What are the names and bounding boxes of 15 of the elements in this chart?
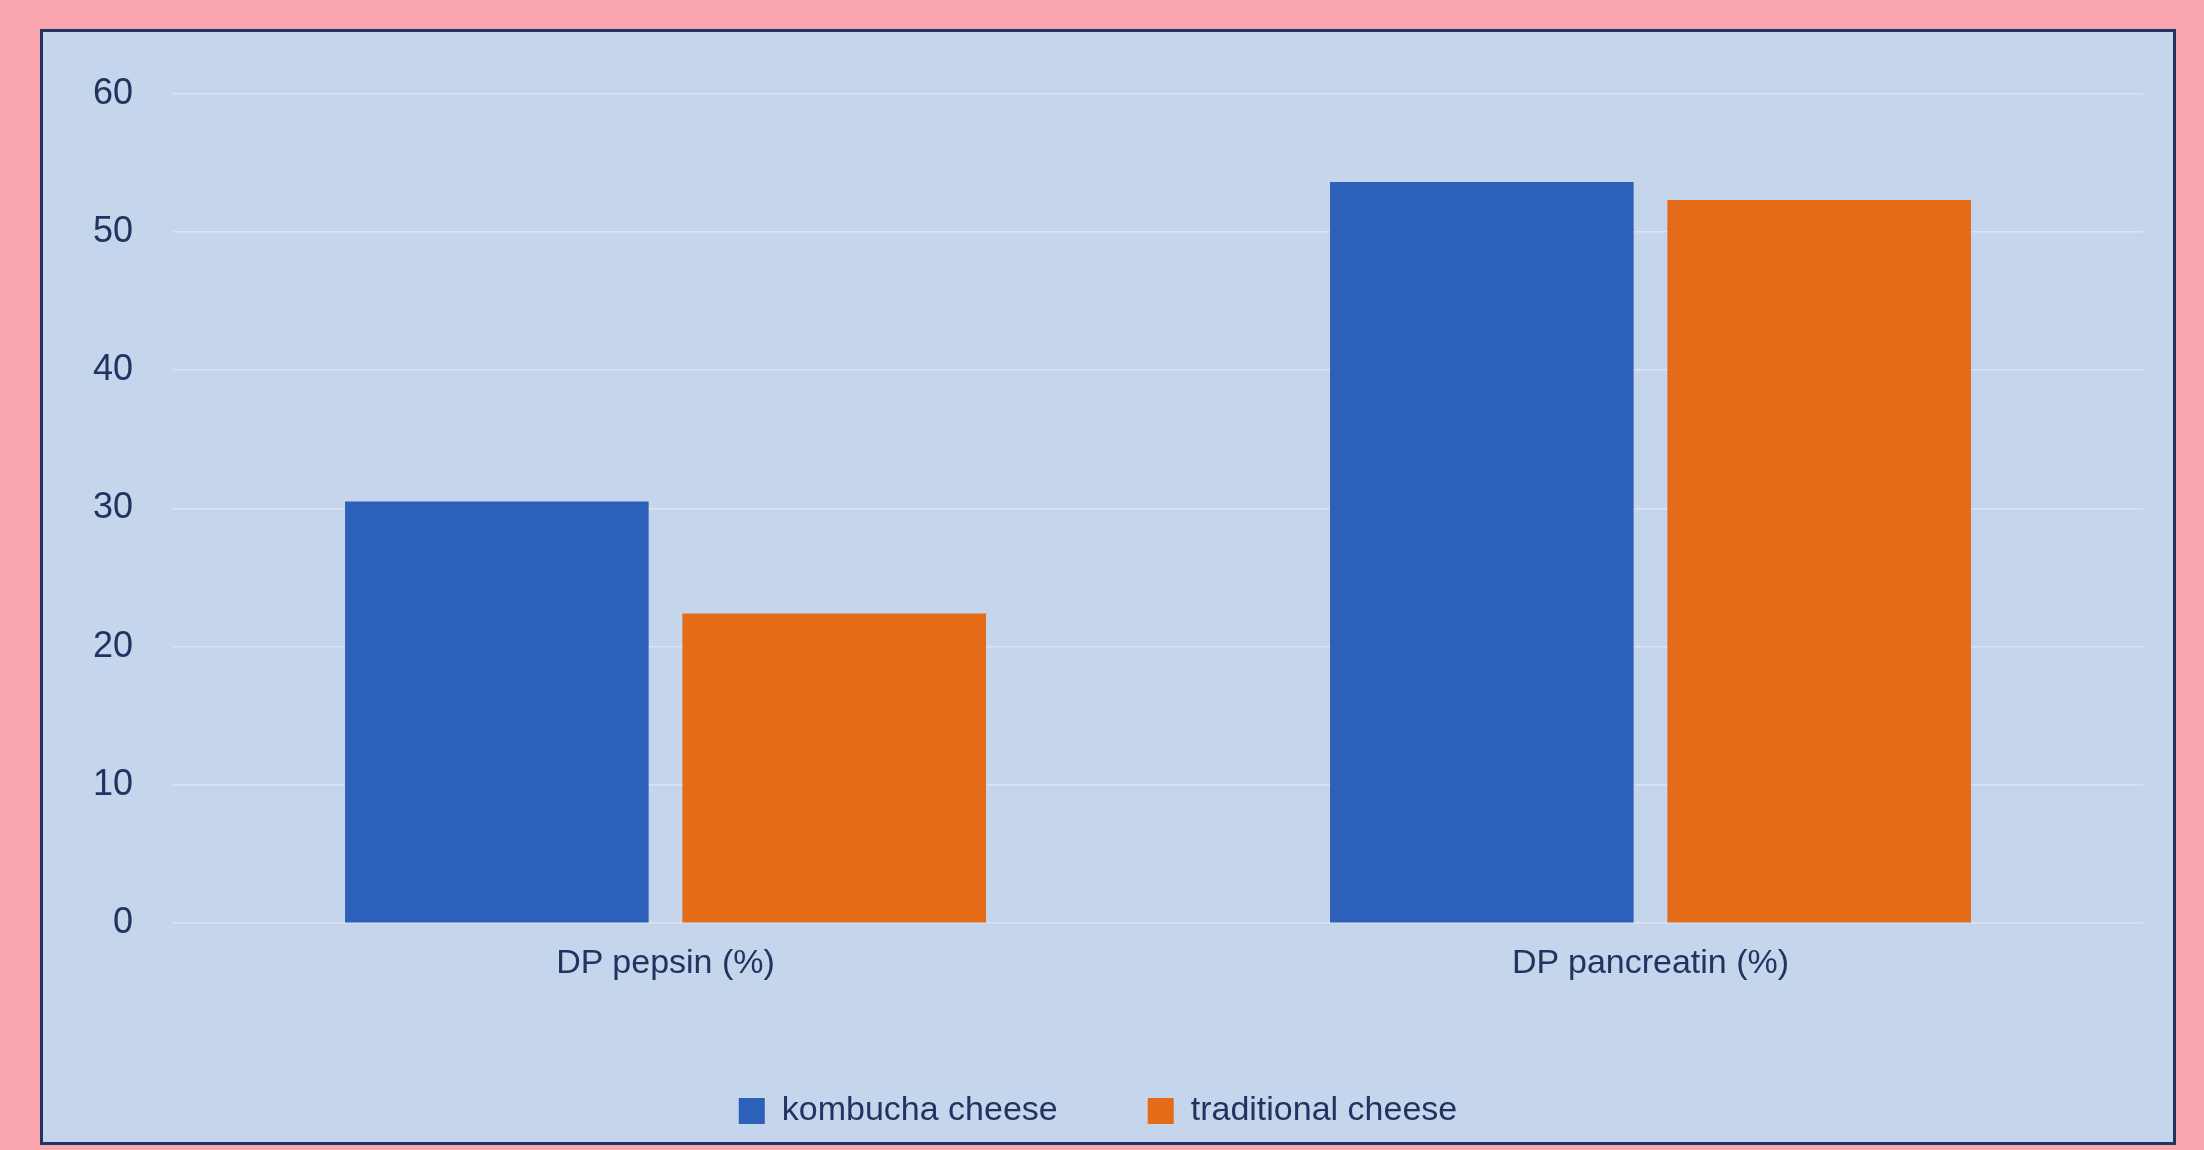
y-tick-label: 20 — [93, 623, 134, 665]
bar — [1667, 200, 1971, 923]
y-tick-label: 10 — [93, 761, 134, 803]
y-tick-label: 50 — [93, 208, 134, 250]
y-tick-label: 0 — [113, 900, 134, 942]
x-tick-label: DP pepsin (%) — [556, 941, 775, 980]
bar — [1330, 182, 1634, 923]
legend-label: traditional cheese — [1190, 1089, 1458, 1128]
x-tick-label: DP pancreatin (%) — [1511, 941, 1790, 980]
y-tick-label: 60 — [93, 70, 134, 112]
y-tick-label: 30 — [93, 485, 134, 527]
bar — [682, 613, 987, 923]
y-tick-label: 40 — [93, 347, 134, 389]
bar — [345, 501, 649, 923]
legend-label: kombucha cheese — [781, 1089, 1058, 1128]
